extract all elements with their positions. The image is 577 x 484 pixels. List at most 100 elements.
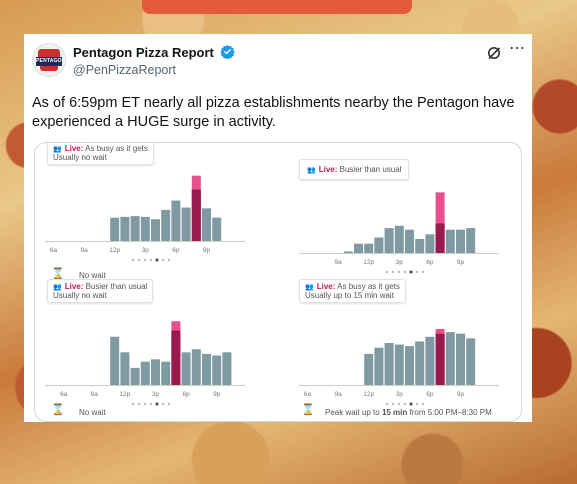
live-status: Busier than usual [339,165,402,174]
usual-bar [120,352,130,385]
pager-dot[interactable] [409,270,413,274]
pager-dot[interactable] [397,402,401,406]
chart-panel-1: 👥 Live: As busy as it gets Usually no wai… [45,143,265,279]
pager-dot[interactable] [415,402,419,406]
usual-wait: Usually no wait [53,291,107,300]
usual-bar [181,352,191,385]
usual-bar [354,243,363,253]
tick-label: 6p [172,247,180,254]
pager-dot[interactable] [131,258,135,262]
bar-chart-svg: 6a 9a 12p 3p 6p 9p [299,329,499,406]
pager-dot[interactable] [143,402,147,406]
tweet-card[interactable]: PENTAGON Pentagon Pizza Report @PenPizza… [24,34,532,422]
tick-label: 9a [91,391,99,398]
pager-dot[interactable] [149,402,153,406]
usual-bar [140,361,150,385]
pager-dot[interactable] [143,258,147,262]
live-bar-usual-overlap [435,333,445,385]
pager-dot[interactable] [409,402,413,406]
bar-chart: 6a 9a 12p 3p 6p 9p [45,315,255,413]
pager-dot[interactable] [161,402,165,406]
live-bar-usual-overlap [191,189,201,241]
people-icon: 👥 [53,284,62,291]
pager-dot[interactable] [391,270,395,274]
live-status: Busier than usual [85,282,148,291]
usual-bar [405,229,414,253]
pager-dot[interactable] [137,258,141,262]
verified-badge-icon [220,44,235,59]
usual-wait: Usually no wait [53,153,107,162]
live-tooltip: 👥 Live: As busy as it gets Usually no wai… [47,143,154,165]
tick-label: 6p [426,391,434,398]
pager-dot[interactable] [167,258,171,262]
pager-dot[interactable] [131,402,135,406]
usual-bar [171,200,181,241]
usual-bar [181,207,191,241]
bar-chart: 6a 9a 12p 3p 6p 9p [45,171,255,269]
bar-chart-svg: 6a 9a 12p 3p 6p 9p [45,321,245,406]
pager-dot[interactable] [155,258,159,262]
tick-label: 6a [60,391,68,398]
wait-footer: No wait [79,271,106,280]
usual-bar [212,217,222,241]
tick-label: 12p [119,391,130,398]
tick-label: 9a [80,247,88,254]
pager-dot[interactable] [155,402,159,406]
avatar-logo-text: PENTAGON [36,57,66,66]
pager-dot[interactable] [421,402,425,406]
people-icon: 👥 [305,284,314,291]
usual-bar [212,355,222,385]
usual-bar [343,251,353,253]
pager-dot[interactable] [415,270,419,274]
usual-bar [374,347,384,385]
pager-dot[interactable] [385,270,389,274]
usual-bar [110,336,120,385]
people-icon: 👥 [53,146,62,153]
usual-bar [445,229,455,253]
popular-times-image[interactable]: 👥 Live: As busy as it gets Usually no wai… [34,142,522,422]
live-label: Live: [64,144,84,153]
tick-label: 9a [334,391,342,398]
pager-dot[interactable] [403,270,407,274]
usual-bar [151,359,160,385]
bar-chart-svg: 9a 12p 3p 6p 9p [299,192,499,274]
usual-bar [374,237,384,253]
live-bar [435,192,445,253]
tick-label: 9a [334,259,342,266]
usual-bar [140,216,150,241]
usual-bar [394,344,404,385]
pager-dot[interactable] [397,270,401,274]
live-bar-usual-overlap [171,330,181,385]
display-name[interactable]: Pentagon Pizza Report [73,45,214,60]
pager-dot[interactable] [137,402,141,406]
pager-dot[interactable] [167,402,171,406]
tick-label: 9p [203,247,211,254]
avatar[interactable]: PENTAGON [32,43,66,77]
live-status: As busy as it gets [85,144,148,153]
live-tooltip: 👥 Live: Busier than usual Usually no wait [47,279,154,303]
pager-dot[interactable] [161,258,165,262]
more-options-icon[interactable]: ⋯ [509,40,525,57]
pager-dot[interactable] [421,270,425,274]
peak-wait-prefix: Peak wait up to [325,408,380,417]
pager-dot[interactable] [385,402,389,406]
usual-bar [151,219,160,241]
live-label: Live: [64,282,84,291]
pager-dot[interactable] [391,402,395,406]
hourglass-icon: ⌛ [51,268,65,280]
avatar-logo-top [38,49,60,57]
usual-bar [202,353,211,385]
pager-dot[interactable] [403,402,407,406]
bar-chart: 9a 12p 3p 6p 9p [299,183,509,281]
usual-bar [425,234,435,253]
tweet-text: As of 6:59pm ET nearly all pizza establi… [32,95,515,130]
usual-bar [456,229,465,253]
live-status: As busy as it gets [337,282,400,291]
pager-dot[interactable] [149,258,153,262]
handle[interactable]: @PenPizzaReport [73,63,177,77]
usual-bar [466,338,476,385]
usual-bar [364,243,374,253]
usual-bar [161,361,171,385]
live-tooltip: 👥 Live: As busy as it gets Usually up to … [299,279,406,303]
grok-icon[interactable] [486,45,502,61]
